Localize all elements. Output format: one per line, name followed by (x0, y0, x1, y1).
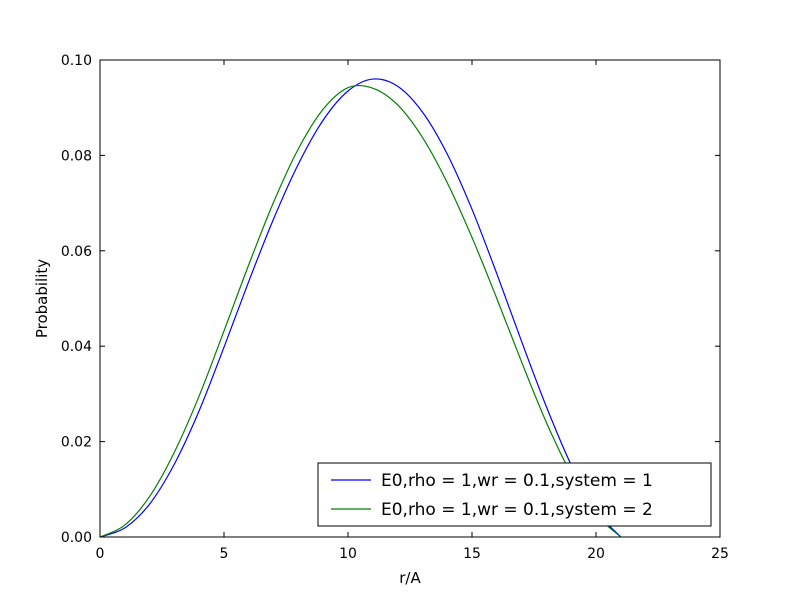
y-tick-label: 0.02 (61, 435, 92, 451)
x-tick-label: 10 (339, 546, 357, 562)
x-axis-label: r/A (399, 569, 421, 587)
y-tick-label: 0.08 (61, 148, 92, 164)
series-line-1 (100, 78, 622, 537)
legend-box (317, 462, 712, 527)
x-tick-label: 25 (711, 546, 729, 562)
y-tick-label: 0.00 (61, 530, 92, 546)
plot-area-frame (99, 59, 721, 538)
legend-label: E0,rho = 1,wr = 0.1,system = 1 (381, 471, 653, 491)
legend: E0,rho = 1,wr = 0.1,system = 1 E0,rho = 1… (317, 462, 712, 527)
y-tick-label: 0.10 (61, 53, 92, 69)
x-tick-label: 0 (96, 546, 105, 562)
y-axis-label: Probability (33, 259, 51, 338)
y-tick-label: 0.04 (61, 339, 92, 355)
y-tick-label: 0.06 (61, 244, 92, 260)
axis-ticks: 0 5 10 15 20 25 0.00 0.02 0.04 0.06 0.08 0.10 (61, 53, 729, 562)
series-line-2 (100, 84, 622, 537)
x-tick-label: 20 (587, 546, 605, 562)
legend-label: E0,rho = 1,wr = 0.1,system = 2 (381, 500, 653, 520)
x-tick-label: 5 (220, 546, 229, 562)
series-layer (100, 78, 622, 537)
x-tick-label: 15 (463, 546, 481, 562)
